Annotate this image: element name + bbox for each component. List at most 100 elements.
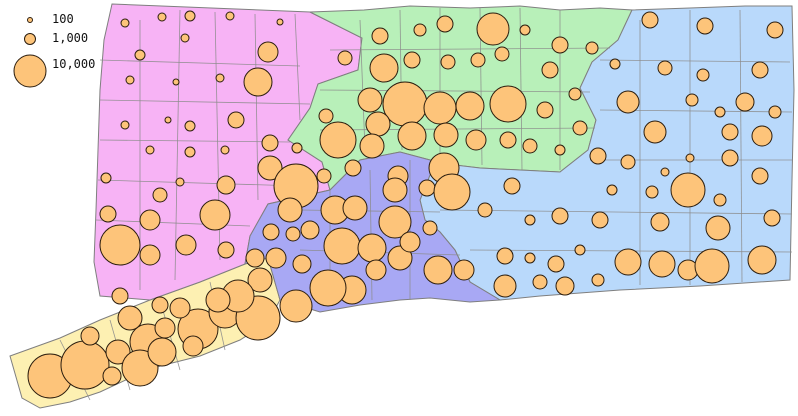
population-bubble <box>670 172 706 208</box>
population-bubble <box>477 202 493 218</box>
population-bubble <box>476 12 510 46</box>
population-bubble <box>262 223 280 241</box>
population-bubble <box>337 50 353 66</box>
population-bubble <box>344 159 362 177</box>
population-bubbles <box>27 10 784 399</box>
population-bubble <box>205 287 231 313</box>
population-bubble <box>279 289 313 323</box>
population-bubble <box>147 337 177 367</box>
population-bubble <box>399 231 421 253</box>
population-bubble <box>292 254 312 274</box>
population-bubble <box>536 101 554 119</box>
population-bubble <box>172 78 180 86</box>
population-bubble <box>503 177 521 195</box>
population-bubble <box>378 205 412 239</box>
population-bubble <box>547 255 565 273</box>
population-bubble <box>614 248 642 276</box>
population-bubble <box>685 153 695 163</box>
population-bubble <box>111 287 129 305</box>
legend-symbol-medium <box>24 33 36 45</box>
population-bubble <box>175 234 197 256</box>
population-bubble <box>154 317 176 339</box>
population-bubble <box>243 67 273 97</box>
population-bubble <box>397 121 427 151</box>
population-bubble <box>574 244 586 256</box>
population-bubble <box>277 197 303 223</box>
population-bubble <box>139 244 161 266</box>
population-bubble <box>609 58 621 70</box>
population-bubble <box>721 123 739 141</box>
population-bubble <box>261 134 279 152</box>
population-bubble <box>60 340 110 390</box>
population-bubble <box>532 274 548 290</box>
population-bubble <box>184 146 196 158</box>
population-bubble <box>371 27 389 45</box>
population-bubble <box>657 60 673 76</box>
population-bubble <box>403 51 421 69</box>
population-bubble <box>357 87 383 113</box>
population-bubble <box>102 366 122 386</box>
population-bubble <box>323 227 361 265</box>
map-legend: 100 1,000 10,000 <box>6 8 96 92</box>
town-boundary-line <box>439 209 793 215</box>
population-bubble <box>524 214 536 226</box>
population-bubble <box>489 85 527 123</box>
population-bubble <box>257 155 283 181</box>
population-bubble <box>418 179 436 197</box>
population-bubble <box>134 49 146 61</box>
population-bubble <box>766 21 784 39</box>
town-boundary-line <box>294 13 301 121</box>
population-bubble <box>220 145 230 155</box>
population-bubble <box>735 92 755 112</box>
population-bubble <box>199 199 231 231</box>
town-boundary-line <box>519 7 523 171</box>
population-bubble <box>522 138 538 154</box>
population-bubble <box>585 41 599 55</box>
population-bubble <box>453 259 475 281</box>
population-bubble <box>247 267 273 293</box>
population-bubble <box>357 233 387 263</box>
population-bubble <box>184 120 196 132</box>
population-bubble <box>643 120 667 144</box>
population-bubble <box>157 12 167 22</box>
population-bubble <box>105 339 131 365</box>
population-bubble <box>215 73 225 83</box>
town-boundary-line <box>97 179 301 187</box>
population-bubble <box>641 11 659 29</box>
population-bubble <box>276 18 284 26</box>
population-bubble <box>422 220 438 236</box>
population-bubble <box>494 46 510 62</box>
population-bubble <box>169 297 191 319</box>
population-bubble <box>175 177 185 187</box>
population-bubble <box>650 212 670 232</box>
population-bubble <box>265 247 287 269</box>
population-bubble <box>433 173 471 211</box>
population-bubble <box>751 125 773 147</box>
legend-label-small: 100 <box>52 12 74 26</box>
population-bubble <box>300 220 320 240</box>
population-bubble <box>145 145 155 155</box>
population-bubble <box>591 211 609 229</box>
population-bubble <box>309 269 347 307</box>
population-bubble <box>318 108 334 124</box>
population-bubble <box>568 87 582 101</box>
population-bubble <box>257 41 279 63</box>
population-bubble <box>216 175 236 195</box>
population-bubble <box>519 24 531 36</box>
town-boundary-line <box>359 19 366 151</box>
town-boundary-line <box>174 9 181 281</box>
population-bubble <box>554 144 566 156</box>
population-bubble <box>606 184 618 196</box>
legend-symbols <box>13 17 47 88</box>
population-bubble <box>100 172 112 184</box>
population-bubble <box>751 61 769 79</box>
population-bubble <box>217 241 235 259</box>
population-bubble <box>151 296 169 314</box>
population-bubble <box>694 248 730 284</box>
population-bubble <box>551 36 569 54</box>
population-bubble <box>465 129 487 151</box>
legend-label-large: 10,000 <box>52 57 96 71</box>
population-bubble <box>164 116 172 124</box>
town-boundary-line <box>99 59 301 67</box>
